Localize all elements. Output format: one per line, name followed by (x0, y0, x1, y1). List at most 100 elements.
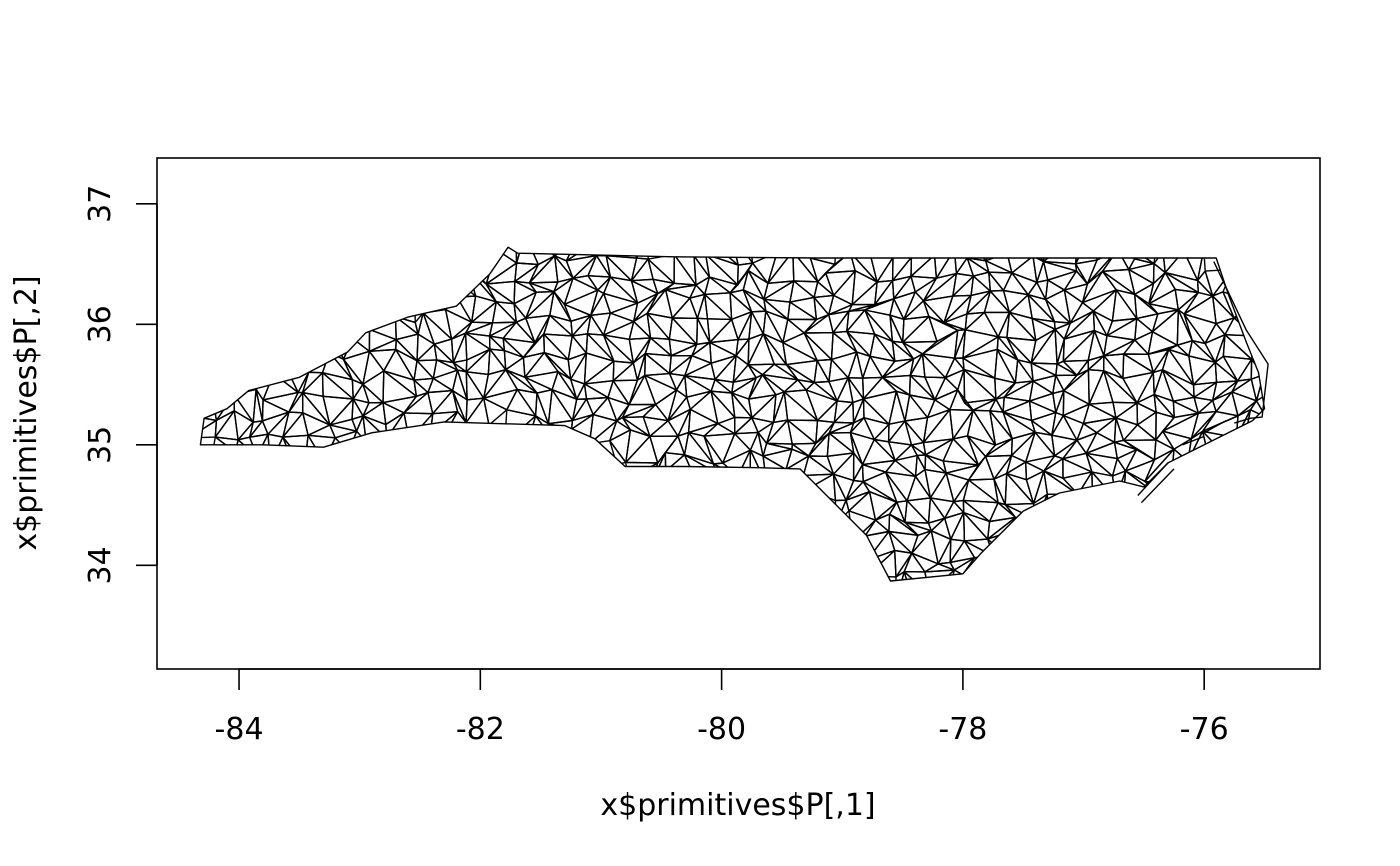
mesh-triangle (933, 248, 956, 279)
mesh-triangle (962, 357, 996, 379)
mesh-triangle (237, 436, 258, 458)
mesh-triangle (233, 377, 257, 396)
x-axis-title: x$primitives$P[,1] (600, 788, 875, 823)
mesh-triangle (506, 388, 537, 417)
mesh-triangle (1193, 396, 1214, 414)
mesh-triangle (602, 247, 633, 257)
mesh-triangle (983, 290, 1011, 314)
mesh-triangle (1188, 355, 1217, 386)
y-tick-label: 34 (83, 546, 118, 584)
mesh-triangle (664, 435, 686, 456)
mesh-triangle (1224, 317, 1255, 337)
mesh-triangle (483, 397, 508, 426)
x-tick-label: -84 (215, 712, 264, 747)
mesh-triangle (732, 355, 749, 383)
mesh-triangle (876, 256, 894, 283)
island-strip (1137, 462, 1169, 496)
mesh-triangle (984, 438, 1013, 458)
mesh-triangle (806, 473, 837, 502)
mesh-triangle (362, 350, 385, 385)
mesh-triangle (1236, 358, 1253, 382)
mesh-triangle (813, 359, 830, 384)
mesh-triangle (832, 452, 855, 482)
y-tick-label: 35 (83, 426, 118, 464)
mesh-triangle (234, 439, 258, 458)
mesh-triangle (1170, 460, 1196, 485)
mesh-triangle (902, 315, 938, 344)
mesh-triangle (570, 413, 594, 445)
mesh-triangle (943, 321, 966, 331)
mesh-triangle (491, 301, 517, 324)
mesh-triangle (233, 393, 254, 423)
mesh-triangle (1013, 516, 1029, 533)
mesh-triangle (903, 291, 925, 320)
mesh-triangle (948, 574, 977, 582)
mesh-triangle (962, 499, 991, 523)
mesh-triangle (465, 371, 485, 401)
mesh-triangle (862, 355, 884, 379)
mesh-triangle (269, 436, 294, 465)
mesh-triangle (962, 336, 999, 359)
state-outline (199, 246, 1266, 582)
mesh-triangle (1136, 411, 1157, 441)
mesh-triangle (382, 401, 405, 426)
mesh-triangle (789, 280, 815, 303)
mesh-triangle (911, 552, 939, 573)
mesh-triangle (1122, 424, 1157, 441)
mesh-triangle (792, 247, 813, 259)
mesh-triangle (1222, 355, 1253, 382)
y-tick-label: 36 (83, 305, 118, 343)
mesh-triangle (809, 247, 838, 265)
mesh-triangle (307, 434, 336, 463)
mesh-triangle (894, 454, 918, 477)
mesh-triangle (944, 511, 965, 540)
mesh-triangle (1192, 361, 1218, 386)
y-tick-label: 37 (83, 185, 118, 223)
mesh-triangle (970, 275, 991, 297)
mesh-triangle (609, 302, 639, 323)
mesh-triangle (943, 313, 968, 331)
mesh-triangle (649, 435, 679, 464)
mesh-triangle (809, 247, 838, 259)
mesh-triangle (465, 421, 490, 442)
mesh-triangle (852, 519, 877, 543)
mesh-triangle (488, 321, 517, 339)
mesh-triangle (585, 396, 609, 416)
mesh-triangle (962, 479, 999, 504)
mesh-triangle (664, 452, 686, 472)
mesh-triangle (1046, 493, 1079, 522)
mesh-triangle (514, 263, 539, 284)
mesh-triangle (450, 321, 473, 340)
mesh-triangle (1081, 270, 1118, 304)
mesh-triangle (709, 318, 739, 344)
mesh-triangle (937, 538, 952, 565)
mesh-triangle (904, 500, 930, 524)
mesh-triangle (644, 337, 672, 357)
x-tick-label: -78 (938, 712, 987, 747)
mesh-triangle (1153, 439, 1175, 461)
mesh-triangle (786, 419, 817, 445)
mesh-triangle (792, 250, 819, 283)
mesh-triangle (664, 289, 691, 319)
mesh-triangle (1117, 247, 1136, 260)
mesh-triangle (595, 247, 607, 257)
mesh-triangle (950, 511, 966, 542)
mesh-triangle (1204, 322, 1226, 345)
x-axis: -84 -82 -80 -78 -76 (215, 668, 1229, 747)
mesh-triangle (642, 416, 669, 437)
mesh-triangle (583, 352, 615, 385)
mesh-triangle (625, 435, 659, 464)
mesh-triangle (851, 281, 878, 306)
mesh-triangle (852, 463, 864, 483)
mesh-triangle (628, 320, 652, 340)
mesh-triangle (767, 250, 795, 284)
mesh-triangle (215, 393, 236, 422)
mesh-triangle (1042, 260, 1078, 281)
mesh-triangle (1032, 374, 1057, 395)
mesh-triangle (1023, 247, 1046, 263)
mesh-triangle (252, 388, 264, 423)
mesh-triangle (833, 401, 855, 424)
mesh-triangle (808, 432, 830, 457)
mesh-triangle (347, 441, 373, 459)
mesh-triangle (368, 348, 397, 372)
